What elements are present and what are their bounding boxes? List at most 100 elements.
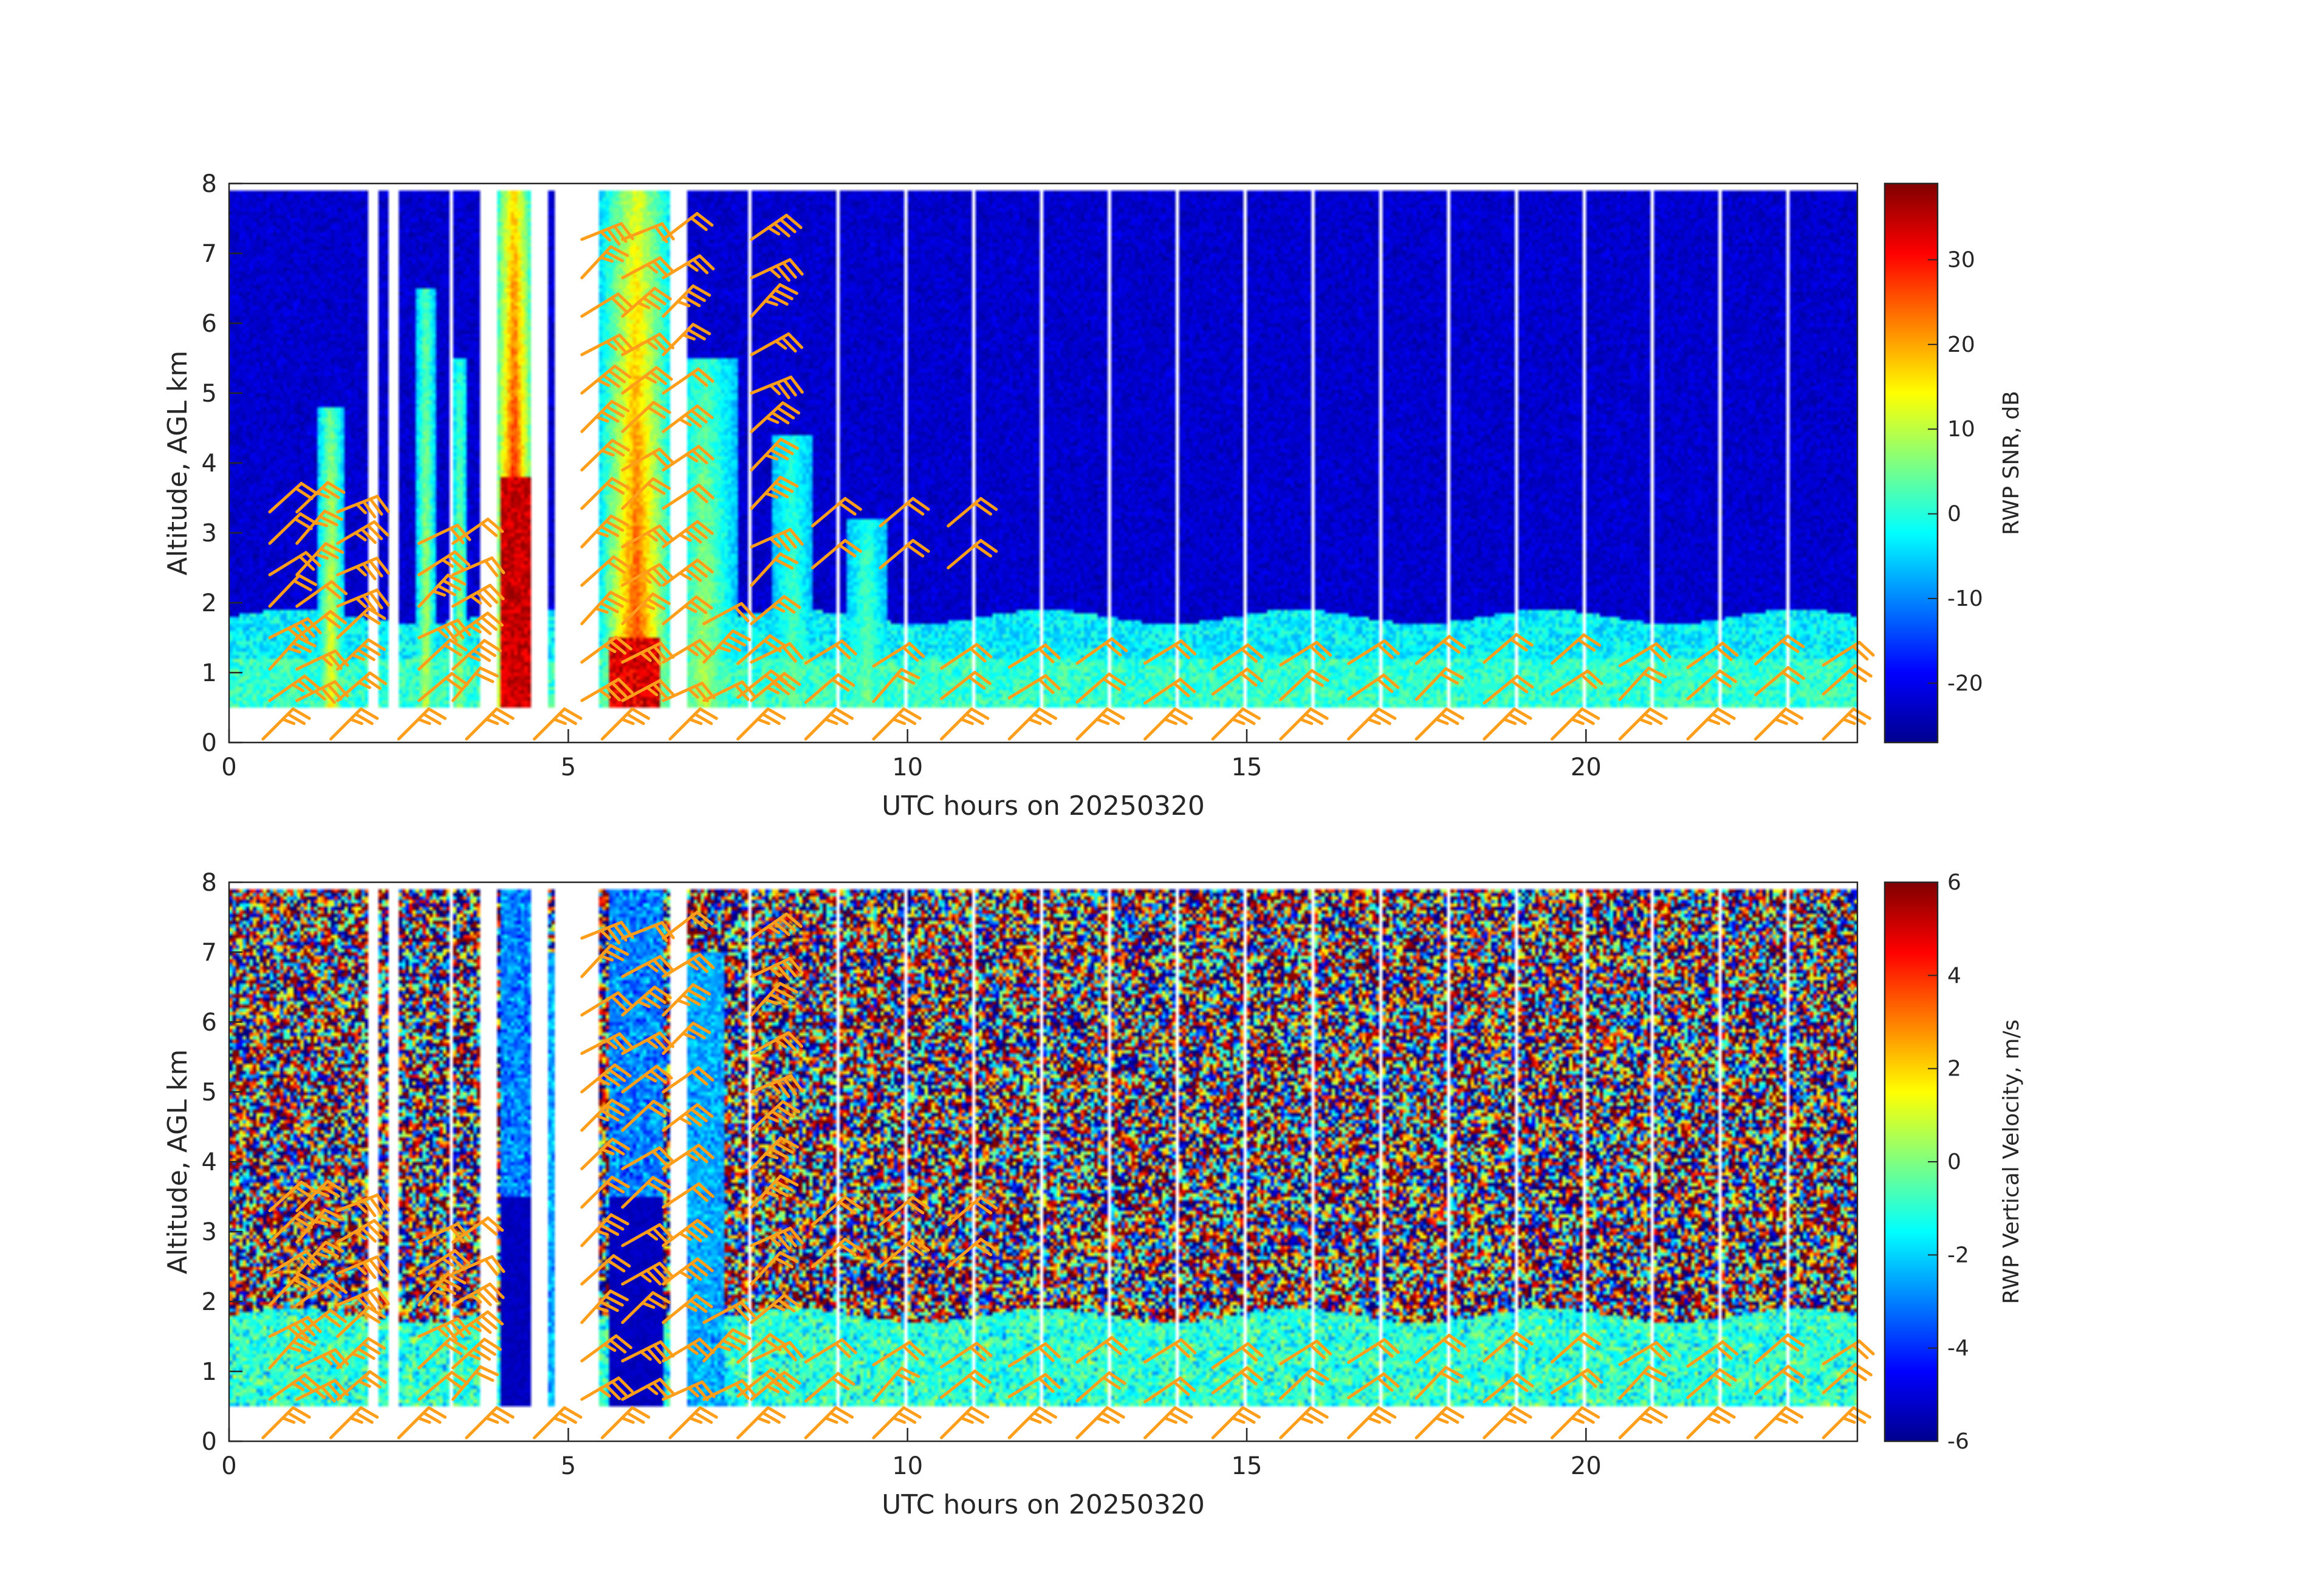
vel-barb — [1686, 1406, 1736, 1439]
snr-barb — [750, 642, 804, 664]
snr-barb — [947, 497, 998, 527]
snr-barb — [621, 679, 675, 702]
vel-barb — [1211, 1366, 1264, 1394]
snr-barb — [621, 366, 673, 395]
vel-barb — [662, 953, 715, 978]
vel-barb — [329, 1406, 379, 1439]
vel-barb — [580, 1289, 629, 1324]
snr-barb — [580, 439, 631, 472]
snr-barb — [580, 400, 630, 433]
vel-barb — [750, 1371, 801, 1401]
vel-y-tick-label: 6 — [202, 1009, 217, 1037]
vel-barb — [600, 1406, 651, 1439]
vel-y-tick-label: 1 — [202, 1358, 217, 1386]
vel-barb — [621, 1223, 674, 1247]
velocity-colorbar: -6 -4 -2 0 2 4 6 RWP Vertical Velocity, m/s — [1884, 870, 2024, 1454]
vel-barb — [336, 1305, 386, 1338]
snr-colorbar-tick-label: 0 — [1947, 502, 1961, 527]
snr-barb — [662, 639, 715, 664]
snr-x-tick-label: 10 — [892, 753, 923, 781]
vel-barb — [947, 1238, 998, 1268]
snr-barb — [750, 595, 801, 625]
vel-barb — [451, 1365, 499, 1401]
snr-barb — [1414, 635, 1466, 665]
snr-barb — [662, 254, 715, 280]
vel-barb — [750, 912, 803, 940]
vel-barb — [621, 1340, 675, 1364]
snr-barb — [336, 495, 390, 519]
vel-barb — [336, 1370, 387, 1401]
snr-barb — [451, 611, 504, 639]
vel-barb — [621, 1377, 675, 1401]
vel-barb — [1414, 1406, 1465, 1439]
vel-colorbar-tick-label: -6 — [1947, 1429, 1969, 1454]
snr-barb — [329, 707, 379, 741]
vel-barb — [533, 1406, 583, 1439]
vel-barb — [580, 1063, 632, 1094]
vel-barb — [580, 1099, 630, 1132]
snr-barb — [750, 437, 799, 472]
snr-x-tick-label: 5 — [561, 753, 576, 781]
snr-barb — [580, 677, 634, 702]
vel-barb — [662, 1144, 715, 1170]
snr-barb — [621, 592, 671, 625]
vel-barb — [621, 986, 672, 1017]
snr-colorbar-ticks: -20 -10 0 10 20 30 — [1928, 247, 1983, 696]
vel-barb — [1822, 1406, 1872, 1439]
snr-barb — [662, 445, 715, 472]
vel-barb — [1754, 1406, 1804, 1439]
vel-barb — [417, 1272, 467, 1307]
snr-barb — [295, 542, 344, 577]
snr-barb — [940, 643, 993, 670]
snr-barb — [947, 539, 998, 569]
snr-x-axis-label: UTC hours on 20250320 — [882, 791, 1205, 822]
snr-wind-barbs — [261, 212, 1875, 741]
vel-x-tick-label: 5 — [561, 1452, 576, 1480]
vel-barb — [662, 1294, 713, 1324]
vel-colorbar-tick-label: 0 — [1947, 1150, 1961, 1175]
vel-barb — [750, 956, 804, 981]
snr-barb — [621, 447, 674, 472]
snr-barb — [750, 258, 804, 282]
snr-x-tick-label: 20 — [1571, 753, 1602, 781]
snr-colorbar-tick-label: 30 — [1947, 247, 1975, 272]
snr-barb — [451, 639, 502, 671]
snr-barb — [1279, 668, 1329, 701]
snr-barb — [1075, 707, 1125, 741]
snr-barb — [750, 376, 804, 399]
vel-barb — [662, 1103, 714, 1132]
snr-barb — [417, 638, 468, 671]
vel-x-tick-label: 20 — [1571, 1452, 1602, 1480]
vel-barb — [1279, 1406, 1329, 1439]
vel-barb — [580, 1254, 631, 1286]
vel-barb — [268, 1272, 318, 1307]
snr-y-tick-label: 4 — [202, 450, 217, 478]
snr-y-tick-label: 2 — [202, 589, 217, 617]
vel-barb — [750, 1251, 799, 1286]
snr-barb — [1143, 639, 1197, 665]
vel-y-tick-label: 2 — [202, 1288, 217, 1316]
snr-barb — [750, 527, 804, 552]
snr-barb — [662, 367, 715, 395]
vel-barb — [1822, 1339, 1875, 1366]
vel-barb — [417, 1222, 471, 1244]
snr-barb — [1686, 669, 1737, 701]
snr-barb — [1143, 707, 1193, 741]
snr-barb — [580, 635, 632, 664]
snr-barb — [1822, 640, 1875, 667]
vel-barb — [1347, 1406, 1397, 1439]
snr-barb — [872, 642, 925, 668]
vel-barb — [1075, 1336, 1128, 1364]
snr-colorbar-label: RWP SNR, dB — [1999, 391, 2024, 535]
snr-barb — [872, 668, 920, 703]
vel-barb — [1414, 1365, 1464, 1400]
vel-barb — [662, 1257, 714, 1286]
vel-barb — [668, 1406, 718, 1439]
snr-barb — [702, 629, 752, 664]
snr-barb — [804, 639, 857, 665]
vel-barb — [336, 1193, 390, 1218]
vel-barb — [940, 1342, 993, 1369]
snr-barb — [1618, 667, 1667, 701]
snr-barb — [1075, 637, 1128, 665]
